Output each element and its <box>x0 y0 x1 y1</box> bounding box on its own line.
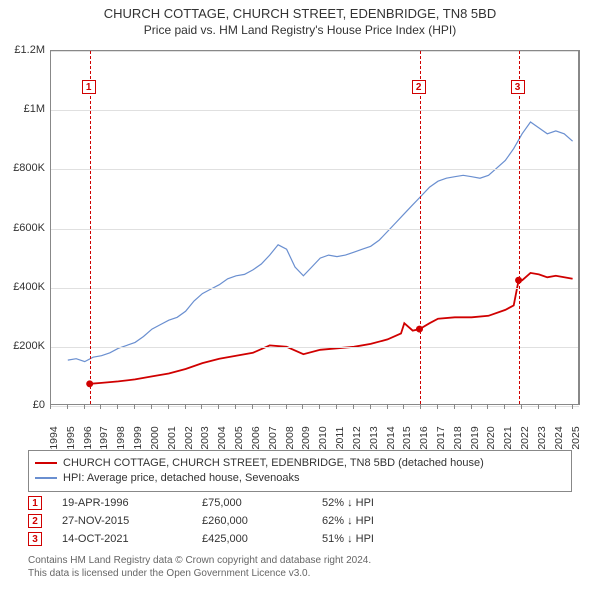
xtick-label: 2021 <box>502 426 514 449</box>
xtick-label: 2015 <box>401 426 413 449</box>
ytick-label: £600K <box>5 222 45 234</box>
event-delta: 52% ↓ HPI <box>322 497 374 509</box>
xtick-label: 2019 <box>469 426 481 449</box>
footer-text: Contains HM Land Registry data © Crown c… <box>28 554 371 580</box>
plot-area <box>50 50 580 405</box>
event-date: 14-OCT-2021 <box>62 533 202 545</box>
xtick-label: 2006 <box>250 426 262 449</box>
legend-item: HPI: Average price, detached house, Seve… <box>35 470 565 485</box>
xtick-label: 2000 <box>149 426 161 449</box>
series-property <box>90 273 573 384</box>
xtick-label: 1999 <box>132 426 144 449</box>
event-marker-line <box>519 51 520 404</box>
xtick-label: 2024 <box>553 426 565 449</box>
xtick-label: 2022 <box>519 426 531 449</box>
xtick-label: 2010 <box>317 426 329 449</box>
xtick-label: 2007 <box>267 426 279 449</box>
xtick-label: 2023 <box>536 426 548 449</box>
legend-item: CHURCH COTTAGE, CHURCH STREET, EDENBRIDG… <box>35 455 565 470</box>
series-hpi <box>68 122 573 362</box>
plot-svg <box>51 51 579 404</box>
event-marker-line <box>90 51 91 404</box>
chart-title: CHURCH COTTAGE, CHURCH STREET, EDENBRIDG… <box>0 0 600 21</box>
xtick-label: 2004 <box>216 426 228 449</box>
legend-swatch <box>35 462 57 464</box>
xtick-label: 2002 <box>183 426 195 449</box>
xtick-label: 1995 <box>65 426 77 449</box>
xtick-label: 2011 <box>334 427 346 450</box>
event-date: 19-APR-1996 <box>62 497 202 509</box>
xtick-label: 2014 <box>385 426 397 449</box>
event-row: 1 19-APR-1996£75,00052% ↓ HPI <box>28 494 374 512</box>
xtick-label: 2005 <box>233 426 245 449</box>
ytick-label: £200K <box>5 340 45 352</box>
ytick-label: £1M <box>5 103 45 115</box>
event-price: £425,000 <box>202 533 322 545</box>
footer-line-1: Contains HM Land Registry data © Crown c… <box>28 554 371 567</box>
xtick-label: 2025 <box>570 426 582 449</box>
events-table: 1 19-APR-1996£75,00052% ↓ HPI 2 27-NOV-2015… <box>28 494 374 548</box>
event-price: £75,000 <box>202 497 322 509</box>
event-row: 2 27-NOV-2015£260,00062% ↓ HPI <box>28 512 374 530</box>
xtick-label: 1994 <box>48 426 60 449</box>
event-marker-box: 3 <box>511 80 525 94</box>
ytick-label: £400K <box>5 281 45 293</box>
chart-subtitle: Price paid vs. HM Land Registry's House … <box>0 21 600 37</box>
xtick-label: 1997 <box>98 426 110 449</box>
event-row: 3 14-OCT-2021£425,00051% ↓ HPI <box>28 530 374 548</box>
xtick-label: 2012 <box>351 426 363 449</box>
chart-container: CHURCH COTTAGE, CHURCH STREET, EDENBRIDG… <box>0 0 600 590</box>
event-index-box: 2 <box>28 514 42 528</box>
legend-swatch <box>35 477 57 479</box>
event-index-box: 1 <box>28 496 42 510</box>
xtick-label: 2016 <box>418 426 430 449</box>
ytick-label: £1.2M <box>5 44 45 56</box>
legend-label: HPI: Average price, detached house, Seve… <box>63 472 299 484</box>
legend-box: CHURCH COTTAGE, CHURCH STREET, EDENBRIDG… <box>28 450 572 492</box>
xtick-label: 2018 <box>452 426 464 449</box>
event-marker-line <box>420 51 421 404</box>
event-delta: 62% ↓ HPI <box>322 515 374 527</box>
event-index-box: 3 <box>28 532 42 546</box>
ytick-label: £0 <box>5 399 45 411</box>
xtick-label: 2017 <box>435 426 447 449</box>
footer-line-2: This data is licensed under the Open Gov… <box>28 567 371 580</box>
legend-label: CHURCH COTTAGE, CHURCH STREET, EDENBRIDG… <box>63 457 484 469</box>
xtick-label: 2003 <box>199 426 211 449</box>
xtick-label: 2009 <box>300 426 312 449</box>
event-delta: 51% ↓ HPI <box>322 533 374 545</box>
event-marker-box: 1 <box>82 80 96 94</box>
event-price: £260,000 <box>202 515 322 527</box>
xtick-label: 1998 <box>115 426 127 449</box>
xtick-label: 1996 <box>82 426 94 449</box>
event-date: 27-NOV-2015 <box>62 515 202 527</box>
xtick-label: 2001 <box>166 426 178 449</box>
ytick-label: £800K <box>5 162 45 174</box>
xtick-label: 2020 <box>485 426 497 449</box>
xtick-label: 2008 <box>284 426 296 449</box>
xtick-label: 2013 <box>368 426 380 449</box>
event-marker-box: 2 <box>412 80 426 94</box>
